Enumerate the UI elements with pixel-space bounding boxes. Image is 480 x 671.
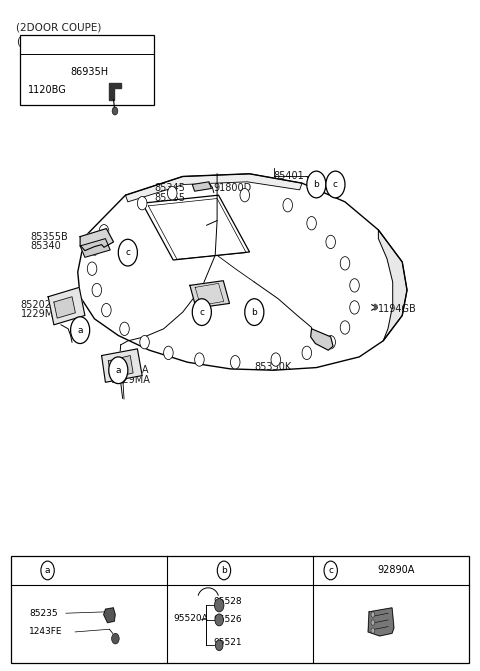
Circle shape [99, 225, 109, 238]
Polygon shape [192, 182, 211, 191]
Circle shape [307, 217, 316, 230]
Bar [11, 556, 469, 663]
Text: 85350K: 85350K [254, 362, 291, 372]
Circle shape [371, 612, 375, 617]
Polygon shape [80, 229, 114, 251]
Circle shape [302, 346, 312, 360]
Circle shape [371, 628, 375, 633]
Text: 85202A: 85202A [21, 300, 58, 310]
Text: 1194GB: 1194GB [378, 304, 417, 314]
Circle shape [307, 171, 326, 198]
Bar [21, 35, 154, 105]
Circle shape [350, 278, 360, 292]
Text: b: b [252, 307, 257, 317]
Text: 1229MA: 1229MA [111, 374, 151, 384]
Circle shape [92, 283, 102, 297]
Circle shape [326, 336, 336, 349]
Circle shape [340, 321, 350, 334]
Polygon shape [102, 349, 142, 382]
Text: c: c [199, 307, 204, 317]
Circle shape [118, 240, 137, 266]
Text: 91800D: 91800D [214, 183, 252, 193]
Polygon shape [48, 287, 85, 325]
Polygon shape [374, 304, 377, 310]
Polygon shape [190, 280, 229, 308]
Circle shape [111, 633, 119, 644]
Text: 1243FE: 1243FE [29, 627, 63, 636]
Polygon shape [378, 230, 407, 341]
Polygon shape [125, 174, 302, 202]
Circle shape [164, 346, 173, 360]
Circle shape [283, 199, 292, 212]
Text: 85401: 85401 [274, 172, 304, 181]
Circle shape [215, 599, 224, 612]
Circle shape [350, 301, 360, 314]
Circle shape [326, 236, 336, 249]
Circle shape [371, 620, 375, 625]
Text: a: a [116, 366, 121, 374]
Text: (2DOOR COUPE)
(W/SUNROOF): (2DOOR COUPE) (W/SUNROOF) [16, 23, 101, 47]
Text: 85355B: 85355B [30, 231, 68, 242]
Text: a: a [77, 325, 83, 335]
Text: 95528: 95528 [214, 597, 242, 606]
Text: c: c [333, 180, 338, 189]
Polygon shape [108, 356, 133, 378]
Text: c: c [125, 248, 131, 257]
Text: b: b [221, 566, 227, 575]
Circle shape [102, 303, 111, 317]
Circle shape [41, 561, 54, 580]
Text: 92890A: 92890A [377, 566, 414, 576]
Circle shape [217, 561, 231, 580]
Text: 85355: 85355 [154, 193, 185, 203]
Circle shape [109, 357, 128, 384]
Text: 85235: 85235 [29, 609, 58, 618]
Text: 95526: 95526 [214, 615, 242, 625]
Text: 85345: 85345 [154, 183, 185, 193]
Circle shape [215, 614, 224, 626]
Polygon shape [368, 608, 394, 636]
Polygon shape [104, 608, 115, 623]
Circle shape [168, 187, 177, 200]
Polygon shape [54, 297, 75, 318]
Text: 85340: 85340 [30, 241, 61, 251]
Circle shape [245, 299, 264, 325]
Text: 95520A: 95520A [173, 614, 208, 623]
Text: a: a [45, 566, 50, 575]
Text: b: b [313, 180, 319, 189]
Circle shape [87, 262, 97, 275]
Circle shape [324, 561, 337, 580]
Circle shape [216, 640, 223, 651]
Text: 86935H: 86935H [71, 66, 108, 76]
Text: 85201A: 85201A [111, 365, 149, 375]
Circle shape [120, 322, 129, 336]
Text: c: c [328, 566, 333, 575]
Circle shape [137, 197, 147, 210]
Polygon shape [311, 329, 333, 350]
Circle shape [326, 171, 345, 198]
Circle shape [340, 256, 350, 270]
Text: 1120BG: 1120BG [28, 85, 66, 95]
Circle shape [195, 353, 204, 366]
Circle shape [240, 189, 250, 202]
Circle shape [71, 317, 90, 344]
Circle shape [90, 242, 99, 255]
Circle shape [271, 353, 281, 366]
Circle shape [230, 356, 240, 369]
Circle shape [112, 107, 118, 115]
Polygon shape [109, 83, 120, 99]
Circle shape [140, 336, 149, 349]
Polygon shape [80, 239, 110, 257]
Text: 95521: 95521 [214, 638, 242, 647]
Circle shape [192, 299, 211, 325]
Text: 1229MA: 1229MA [21, 309, 60, 319]
